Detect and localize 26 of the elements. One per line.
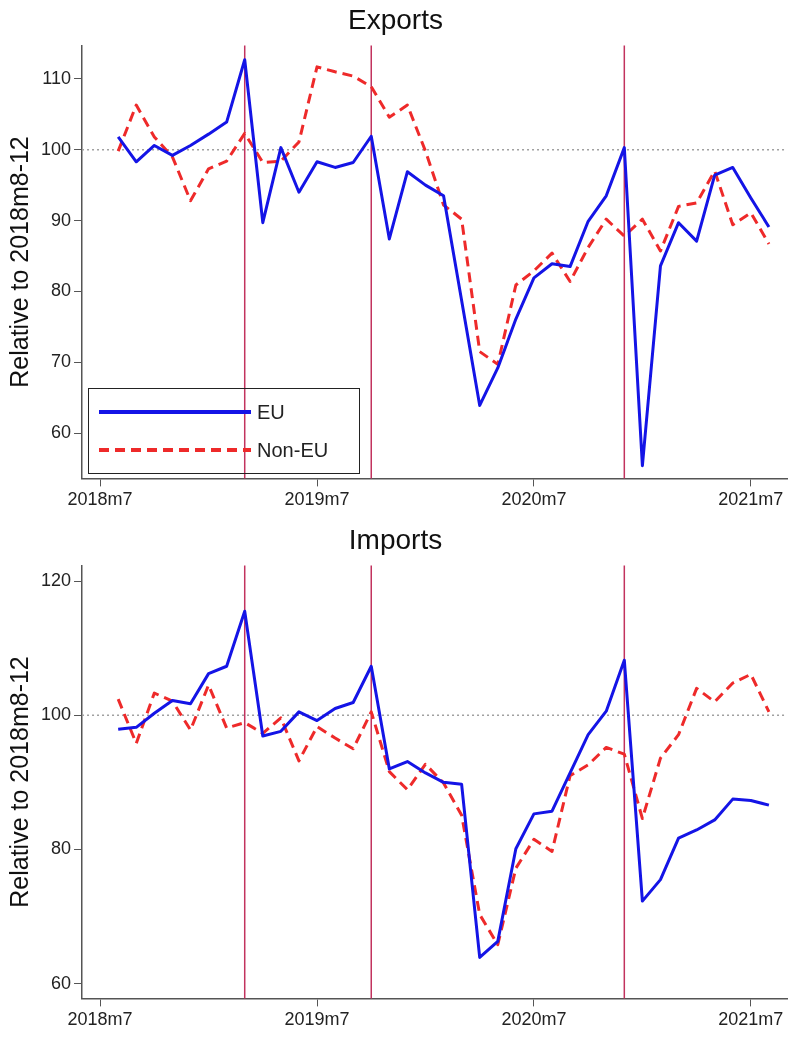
y-axis-title: Relative to 2018m8-12 xyxy=(4,136,33,388)
x-tick-label: 2018m7 xyxy=(67,1009,133,1030)
chart-title: Imports xyxy=(348,523,443,555)
x-tick-label: 2021m7 xyxy=(718,1009,784,1030)
y-tick-label: 70 xyxy=(51,351,72,372)
y-tick-label: 80 xyxy=(51,280,72,301)
y-tick-label: 100 xyxy=(40,138,72,159)
y-tick-label: 80 xyxy=(51,838,72,859)
y-tick-label: 100 xyxy=(40,704,72,725)
y-tick-label: 60 xyxy=(51,422,72,443)
x-tick-label: 2019m7 xyxy=(284,489,350,510)
y-tick-label: 120 xyxy=(40,570,72,590)
y-tick-label: 90 xyxy=(51,209,72,230)
x-tick-label: 2020m7 xyxy=(501,1009,567,1030)
y-axis-title: Relative to 2018m8-12 xyxy=(4,656,33,908)
x-tick-label: 2021m7 xyxy=(718,489,784,510)
legend-label: EU xyxy=(257,400,285,424)
x-tick-label: 2020m7 xyxy=(501,489,567,510)
line-series xyxy=(116,672,771,947)
legend-label: Non-EU xyxy=(257,438,329,462)
x-tick-label: 2019m7 xyxy=(284,1009,350,1030)
chart-title: Exports xyxy=(348,3,443,35)
x-tick-label: 2018m7 xyxy=(67,489,133,510)
y-tick-label: 60 xyxy=(51,972,72,993)
y-tick-label: 110 xyxy=(42,67,72,88)
line-series xyxy=(116,65,771,366)
